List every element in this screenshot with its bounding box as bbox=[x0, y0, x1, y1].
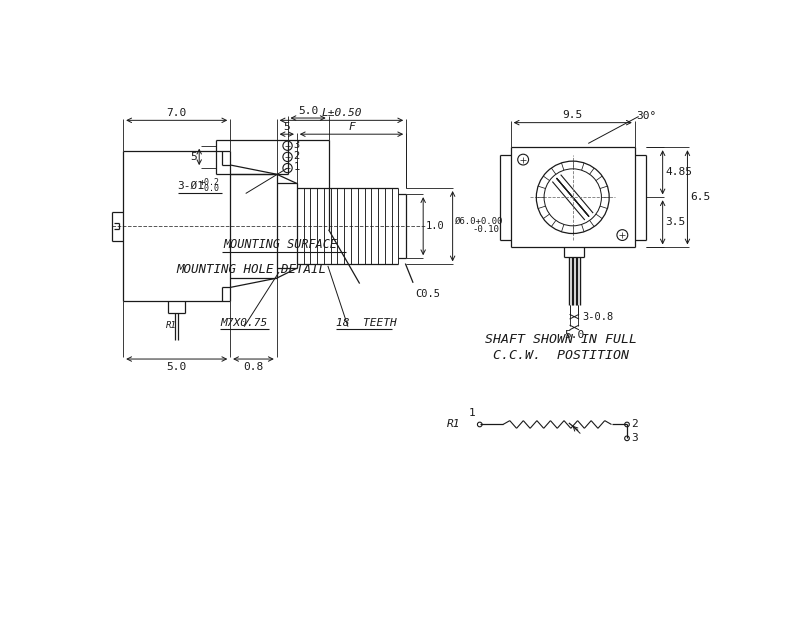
Text: 6.5: 6.5 bbox=[690, 192, 710, 203]
Text: 3-0.8: 3-0.8 bbox=[582, 311, 614, 322]
Text: R1: R1 bbox=[447, 419, 460, 429]
Text: R1: R1 bbox=[166, 321, 177, 330]
Text: 5: 5 bbox=[190, 152, 197, 162]
Text: 3-Ø1: 3-Ø1 bbox=[178, 181, 205, 191]
Text: MOUNTING HOLE DETAIL: MOUNTING HOLE DETAIL bbox=[176, 263, 326, 276]
Text: 9.5: 9.5 bbox=[562, 110, 583, 120]
Text: L±0.50: L±0.50 bbox=[321, 108, 362, 118]
Text: 7.0: 7.0 bbox=[166, 108, 187, 118]
Text: Ø6.0+0.00: Ø6.0+0.00 bbox=[455, 217, 503, 226]
Text: 5.0: 5.0 bbox=[564, 330, 585, 340]
Text: 18  TEETH: 18 TEETH bbox=[336, 318, 397, 328]
Text: 4.85: 4.85 bbox=[665, 168, 692, 177]
Text: 0.8: 0.8 bbox=[243, 362, 263, 372]
Text: 30°: 30° bbox=[636, 111, 657, 122]
Text: 3.5: 3.5 bbox=[665, 217, 686, 227]
Text: 1: 1 bbox=[469, 408, 476, 419]
Text: 3: 3 bbox=[294, 140, 300, 150]
Text: 5: 5 bbox=[283, 122, 290, 132]
Text: 1: 1 bbox=[294, 162, 300, 172]
Text: M7X0.75: M7X0.75 bbox=[220, 318, 267, 328]
Text: 5.0: 5.0 bbox=[166, 362, 187, 372]
Text: 2: 2 bbox=[294, 151, 300, 161]
Text: 2: 2 bbox=[631, 419, 638, 429]
Text: 3: 3 bbox=[631, 433, 638, 443]
Text: C.C.W.  POSTITION: C.C.W. POSTITION bbox=[493, 348, 629, 362]
Text: 1.0: 1.0 bbox=[426, 221, 444, 231]
Text: +0.2: +0.2 bbox=[200, 178, 220, 187]
Text: F: F bbox=[348, 122, 355, 132]
Text: -0.10: -0.10 bbox=[472, 225, 499, 234]
Text: 5.0: 5.0 bbox=[298, 106, 318, 116]
Text: MOUNTING SURFACE: MOUNTING SURFACE bbox=[223, 238, 337, 251]
Text: -0.0: -0.0 bbox=[200, 183, 220, 193]
Text: C0.5: C0.5 bbox=[415, 289, 441, 299]
Text: SHAFT SHOWN IN FULL: SHAFT SHOWN IN FULL bbox=[485, 333, 637, 347]
